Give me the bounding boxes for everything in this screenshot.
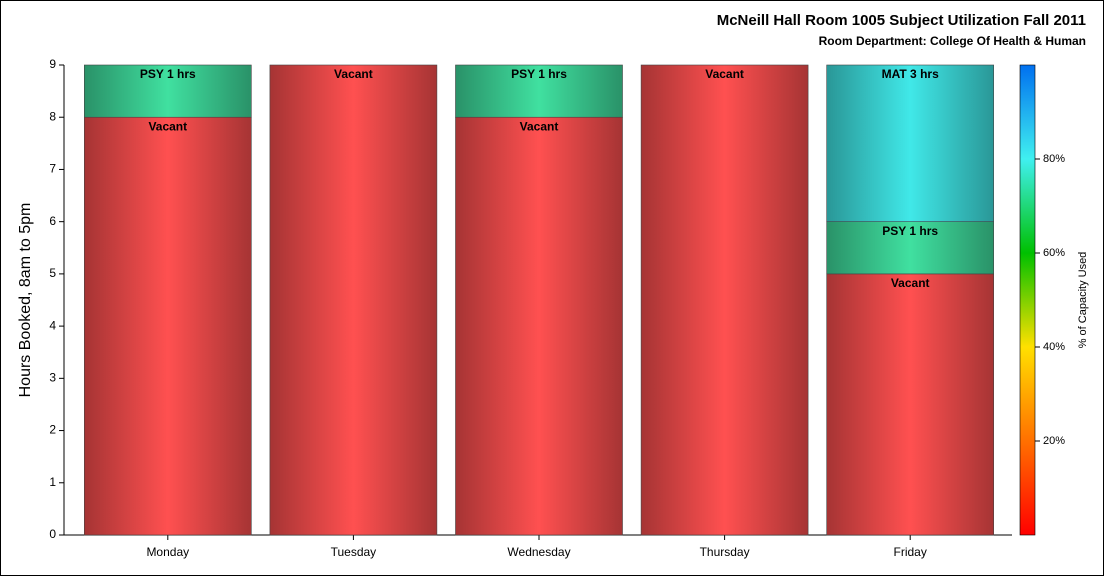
bar-shading — [640, 64, 809, 536]
x-tick-label: Tuesday — [331, 545, 377, 559]
y-tick-label: 4 — [49, 318, 56, 332]
y-tick-label: 2 — [49, 423, 56, 437]
colorbar-tick-label: 40% — [1043, 341, 1065, 353]
data-label: Vacant — [705, 67, 744, 81]
chart-subtitle: Room Department: College Of Health & Hum… — [819, 34, 1086, 48]
bar-shading — [269, 64, 438, 536]
colorbar-tick-label: 80% — [1043, 153, 1065, 165]
data-label: Vacant — [891, 276, 930, 290]
colorbar — [1019, 64, 1036, 536]
y-axis-label: Hours Booked, 8am to 5pm — [17, 203, 34, 398]
y-tick-label: 9 — [49, 57, 56, 71]
x-tick-label: Monday — [146, 545, 189, 559]
data-label: PSY 1 hrs — [882, 224, 938, 238]
data-label: MAT 3 hrs — [882, 67, 939, 81]
bar-shading — [826, 221, 995, 275]
data-label: Vacant — [334, 67, 373, 81]
bar-shading — [455, 64, 623, 118]
bar-shading — [826, 273, 995, 536]
x-tick-label: Wednesday — [507, 545, 570, 559]
colorbar-tick-label: 20% — [1043, 435, 1065, 447]
bar-shading — [84, 64, 252, 118]
colorbar-tick-label: 60% — [1043, 247, 1065, 259]
bar-shading — [84, 116, 252, 536]
x-tick-label: Friday — [894, 545, 927, 559]
y-tick-label: 1 — [49, 475, 56, 489]
x-tick-label: Thursday — [700, 545, 750, 559]
chart-title: McNeill Hall Room 1005 Subject Utilizati… — [717, 12, 1086, 29]
y-tick-label: 6 — [49, 214, 56, 228]
data-label: Vacant — [148, 119, 187, 133]
colorbar-label: % of Capacity Used — [1077, 252, 1089, 349]
y-tick-label: 0 — [49, 527, 56, 541]
y-tick-label: 3 — [49, 371, 56, 385]
bar-shading — [826, 64, 995, 222]
y-tick-label: 7 — [49, 162, 56, 176]
data-label: PSY 1 hrs — [140, 67, 196, 81]
data-label: Vacant — [520, 119, 559, 133]
y-tick-label: 8 — [49, 109, 56, 123]
bar-shading — [455, 116, 623, 536]
data-label: PSY 1 hrs — [511, 67, 567, 81]
y-tick-label: 5 — [49, 266, 56, 280]
